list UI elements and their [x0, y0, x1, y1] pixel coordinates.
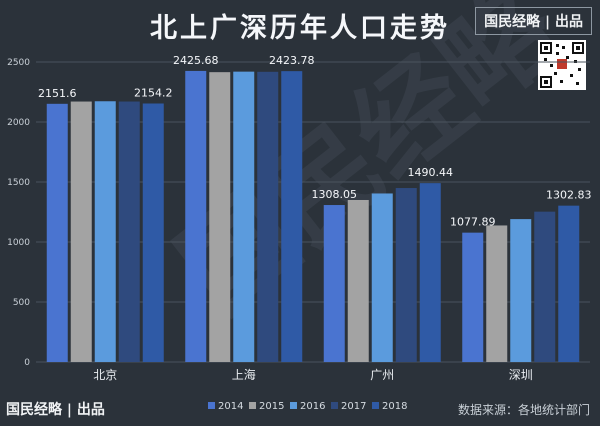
brand-badge: 国民经略 | 出品 — [475, 7, 592, 35]
data-label: 1302.83 — [546, 189, 592, 202]
data-label: 2425.68 — [173, 54, 219, 67]
legend-label: 2017 — [341, 401, 366, 412]
bar-深圳-2018 — [558, 205, 580, 362]
bar-深圳-2015 — [486, 225, 508, 362]
bar-广州-2014 — [323, 205, 345, 362]
x-category-label: 深圳 — [509, 368, 533, 382]
bar-北京-2014 — [46, 103, 68, 363]
bar-广州-2018 — [419, 183, 441, 362]
bar-深圳-2017 — [534, 211, 556, 362]
y-tick-label: 500 — [13, 298, 30, 308]
y-tick-label: 2000 — [7, 118, 30, 128]
y-tick-label: 1000 — [7, 238, 30, 248]
bar-上海-2014 — [185, 70, 207, 363]
y-tick-label: 0 — [24, 358, 30, 368]
data-label: 2423.78 — [269, 54, 315, 67]
bar-北京-2015 — [70, 101, 92, 362]
bar-上海-2015 — [209, 72, 231, 362]
bar-深圳-2016 — [510, 219, 532, 362]
bar-北京-2018 — [142, 103, 164, 362]
bar-上海-2018 — [281, 71, 303, 363]
x-category-label: 上海 — [232, 367, 256, 382]
legend-swatch-2014 — [208, 402, 215, 409]
bar-广州-2015 — [347, 199, 369, 362]
data-label: 1308.05 — [312, 188, 358, 201]
data-source: 数据来源：各地统计部门 — [457, 403, 590, 417]
x-category-label: 广州 — [370, 368, 394, 382]
data-label: 1490.44 — [408, 166, 454, 179]
bar-深圳-2014 — [462, 232, 484, 362]
y-tick-label: 2500 — [7, 58, 30, 68]
bar-上海-2016 — [233, 71, 255, 363]
legend-swatch-2018 — [372, 402, 379, 409]
legend-label: 2018 — [382, 401, 407, 412]
bar-广州-2016 — [371, 193, 393, 362]
legend-label: 2014 — [218, 401, 243, 412]
legend-label: 2016 — [300, 401, 325, 412]
qr-code-icon — [538, 40, 586, 90]
chart-title: 北上广深历年人口走势 — [150, 13, 450, 44]
bar-广州-2017 — [395, 188, 417, 362]
data-label: 2154.2 — [134, 86, 173, 99]
legend-label: 2015 — [259, 401, 284, 412]
legend-swatch-2015 — [249, 402, 256, 409]
footer-brand: 国民经略 | 出品 — [6, 402, 105, 418]
bar-北京-2017 — [118, 101, 140, 363]
data-label: 1077.89 — [450, 216, 496, 229]
bar-北京-2016 — [94, 101, 116, 362]
y-tick-label: 1500 — [7, 178, 30, 188]
x-category-label: 北京 — [93, 368, 117, 382]
legend-swatch-2017 — [331, 402, 338, 409]
bar-上海-2017 — [257, 71, 279, 362]
data-label: 2151.6 — [38, 87, 77, 100]
legend-swatch-2016 — [290, 402, 297, 409]
